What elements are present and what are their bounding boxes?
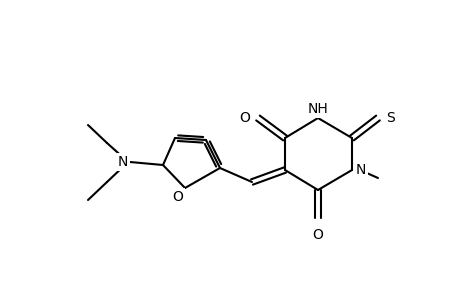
Text: N: N (118, 155, 128, 169)
Text: S: S (385, 111, 394, 125)
Text: O: O (239, 111, 249, 125)
Text: NH: NH (307, 102, 328, 116)
Text: N: N (355, 163, 365, 177)
Text: O: O (312, 228, 323, 242)
Text: O: O (172, 190, 183, 204)
